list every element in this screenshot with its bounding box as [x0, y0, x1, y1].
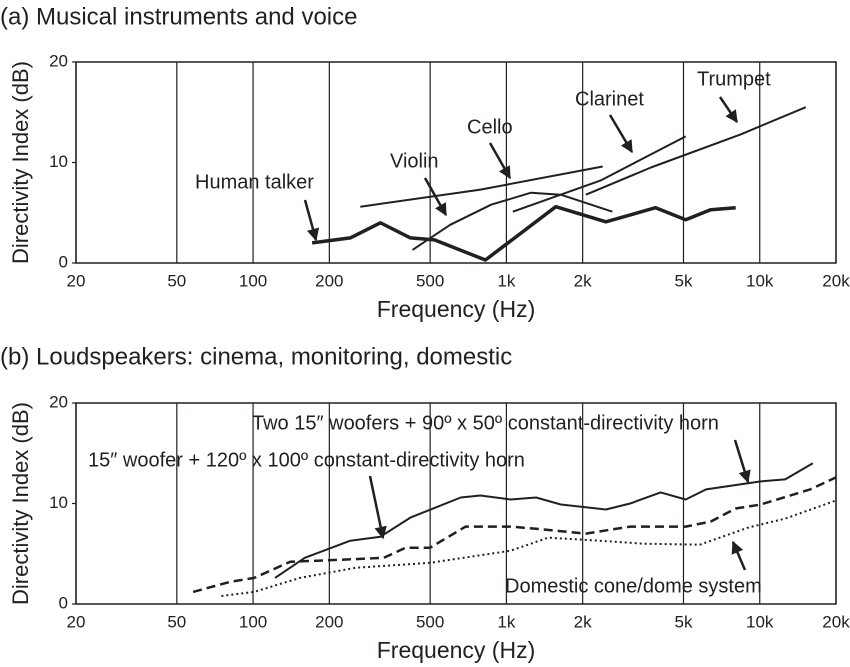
y-tick-label: 10	[49, 493, 68, 512]
series-line	[221, 499, 837, 597]
annotation-arrow	[608, 114, 634, 154]
y-tick-label: 0	[59, 593, 68, 612]
annotation: Clarinet	[575, 88, 644, 110]
x-tick-label: 50	[167, 612, 186, 631]
x-tick-label: 10k	[746, 271, 774, 290]
plot-frame	[75, 61, 837, 264]
annotation-arrow	[368, 475, 387, 540]
series-line	[585, 106, 807, 196]
x-tick-label: 1k	[497, 612, 515, 631]
panel-title: (a) Musical instruments and voice	[0, 3, 357, 30]
annotation-arrow	[731, 540, 747, 571]
annotation-arrow	[733, 439, 751, 484]
y-tick-label: 20	[49, 51, 68, 70]
annotation: Trumpet	[697, 68, 771, 90]
series-line	[512, 135, 687, 213]
x-tick-label: 1k	[497, 271, 515, 290]
x-tick-label: 200	[315, 612, 343, 631]
y-tick-label: 20	[49, 392, 68, 411]
plot-frame	[75, 402, 837, 605]
x-tick-label: 5k	[674, 271, 692, 290]
y-axis-label: Directivity Index (dB)	[8, 61, 33, 264]
series-line	[274, 462, 814, 579]
annotation: Human talker	[195, 171, 314, 193]
annotation-arrow	[303, 199, 320, 242]
annotation: Violin	[390, 150, 439, 172]
annotation: Cello	[467, 116, 513, 138]
annotation: Two 15″ woofers + 90º x 50º constant-dir…	[252, 412, 719, 434]
annotation-arrow	[718, 96, 739, 124]
series-line	[192, 476, 837, 594]
series-line	[411, 191, 613, 251]
panel-title: (b) Loudspeakers: cinema, monitoring, do…	[0, 343, 512, 370]
x-tick-label: 100	[239, 271, 267, 290]
x-axis-label: Frequency (Hz)	[377, 637, 535, 663]
y-tick-label: 0	[59, 252, 68, 271]
annotation-arrow	[488, 142, 512, 180]
x-tick-label: 500	[416, 612, 444, 631]
annotation: Domestic cone/dome system	[505, 575, 762, 597]
series-line	[311, 204, 736, 262]
y-axis-label: Directivity Index (dB)	[8, 402, 33, 605]
x-tick-label: 20	[67, 612, 86, 631]
x-tick-label: 5k	[674, 612, 692, 631]
x-tick-label: 200	[315, 271, 343, 290]
x-tick-label: 500	[416, 271, 444, 290]
y-tick-label: 10	[49, 152, 68, 171]
x-tick-label: 20k	[822, 612, 850, 631]
x-tick-label: 100	[239, 612, 267, 631]
x-tick-label: 20k	[822, 271, 850, 290]
x-tick-label: 20	[67, 271, 86, 290]
x-tick-label: 50	[167, 271, 186, 290]
x-axis-label: Frequency (Hz)	[377, 296, 535, 322]
x-tick-label: 10k	[746, 612, 774, 631]
series-line	[360, 165, 603, 208]
x-tick-label: 2k	[574, 271, 592, 290]
x-tick-label: 2k	[574, 612, 592, 631]
annotation: 15″ woofer + 120º x 100º constant-direct…	[88, 449, 525, 471]
